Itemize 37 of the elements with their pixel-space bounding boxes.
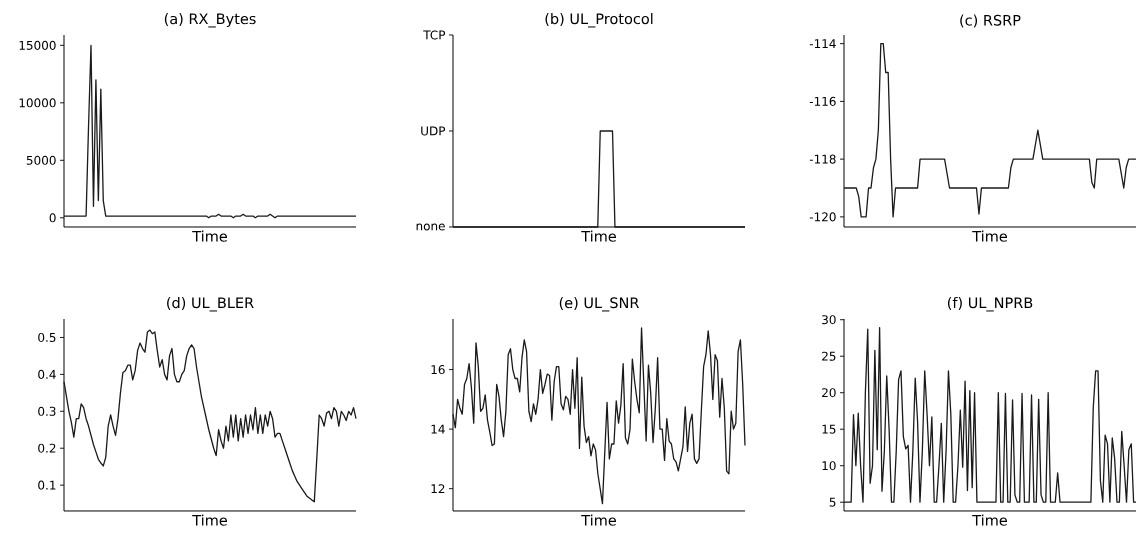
y-tick-label: 30 bbox=[822, 315, 836, 325]
x-axis-title: Time bbox=[581, 230, 616, 242]
y-tick-label: 10000 bbox=[19, 98, 56, 108]
category-label: UDP bbox=[421, 126, 446, 136]
y-tick-label: 10 bbox=[822, 461, 836, 471]
chart-title: (c) RSRP bbox=[960, 14, 1021, 28]
chart-title: (a) RX_Bytes bbox=[164, 13, 256, 28]
y-tick-label: 5 bbox=[829, 497, 836, 507]
x-axis-title: Time bbox=[192, 514, 227, 526]
chart-title: (e) UL_SNR bbox=[559, 297, 640, 312]
y-tick-label: 25 bbox=[822, 351, 836, 361]
y-tick-label: 0.2 bbox=[38, 443, 56, 453]
y-tick-label: 0.3 bbox=[38, 406, 56, 416]
category-label: TCP bbox=[423, 30, 446, 40]
x-axis-title: Time bbox=[972, 230, 1007, 242]
chart-title: (f) UL_NPRB bbox=[947, 297, 1033, 312]
y-tick-label: 15000 bbox=[19, 40, 56, 50]
y-tick-label: 0 bbox=[49, 213, 56, 223]
y-tick-label: -120 bbox=[809, 212, 836, 222]
y-tick-label: 5000 bbox=[26, 155, 56, 165]
y-tick-label: 20 bbox=[822, 388, 836, 398]
y-tick-label: -118 bbox=[809, 154, 836, 164]
y-tick-label: -116 bbox=[809, 96, 836, 106]
y-tick-label: 0.5 bbox=[38, 332, 56, 342]
x-axis-title: Time bbox=[192, 230, 227, 242]
category-label: none bbox=[416, 223, 445, 231]
chart-title: (b) UL_Protocol bbox=[545, 13, 653, 28]
y-tick-label: -114 bbox=[809, 39, 836, 49]
y-tick-label: 14 bbox=[431, 424, 445, 434]
y-tick-label: 15 bbox=[822, 424, 836, 434]
y-tick-label: 12 bbox=[431, 484, 445, 494]
chart-title: (d) UL_BLER bbox=[167, 297, 254, 312]
y-tick-label: 0.1 bbox=[38, 480, 56, 490]
y-tick-label: 0.4 bbox=[38, 369, 56, 379]
y-tick-label: 16 bbox=[431, 365, 445, 375]
x-axis-title: Time bbox=[972, 514, 1007, 526]
x-axis-title: Time bbox=[581, 514, 616, 526]
